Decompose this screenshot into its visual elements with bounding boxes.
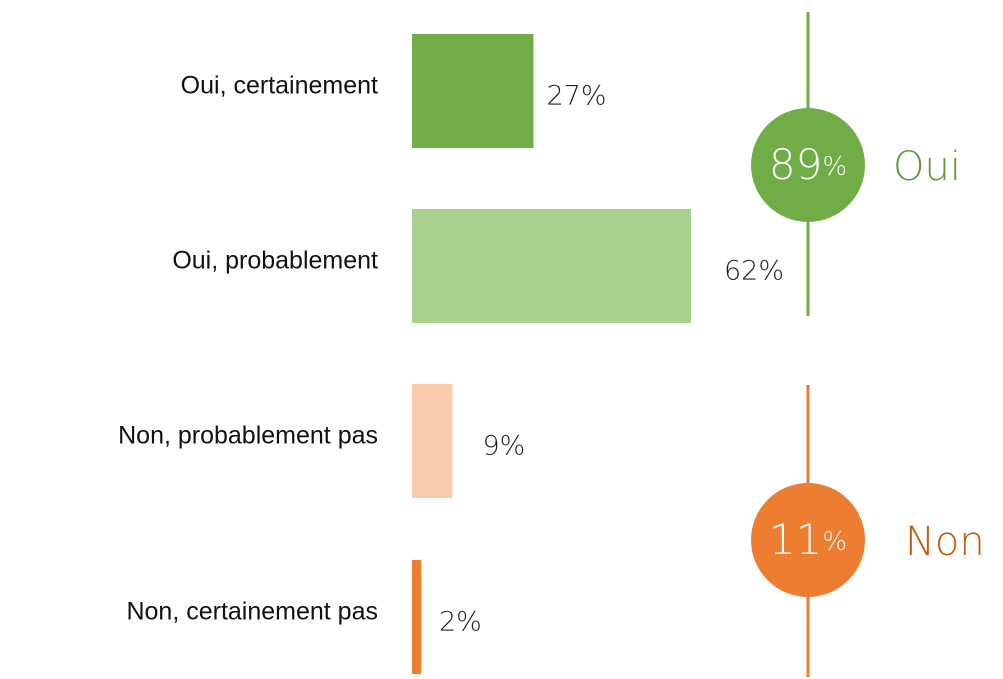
value-label: 2% bbox=[439, 607, 482, 638]
summary-circle bbox=[751, 483, 865, 597]
value-label: 27% bbox=[547, 81, 607, 112]
category-label: Oui, probablement bbox=[172, 247, 378, 275]
summary-circle bbox=[751, 108, 865, 222]
summary-value: 89% bbox=[769, 140, 847, 189]
bar bbox=[412, 209, 691, 323]
summary-number: 89 bbox=[769, 140, 822, 189]
category-label: Non, probablement pas bbox=[118, 422, 378, 450]
summary-value: 11% bbox=[769, 515, 847, 564]
summary-unit: % bbox=[822, 152, 847, 182]
summary-unit: % bbox=[822, 527, 847, 557]
value-label: 9% bbox=[483, 431, 526, 462]
summary-label: Oui bbox=[893, 144, 961, 190]
summary-number: 11 bbox=[769, 515, 822, 564]
category-label: Non, certainement pas bbox=[126, 598, 378, 626]
bar bbox=[412, 384, 453, 498]
bar bbox=[412, 34, 534, 148]
value-label: 62% bbox=[724, 256, 784, 287]
bar bbox=[412, 560, 421, 674]
category-label: Oui, certainement bbox=[181, 72, 378, 100]
summary-label: Non bbox=[905, 519, 985, 565]
